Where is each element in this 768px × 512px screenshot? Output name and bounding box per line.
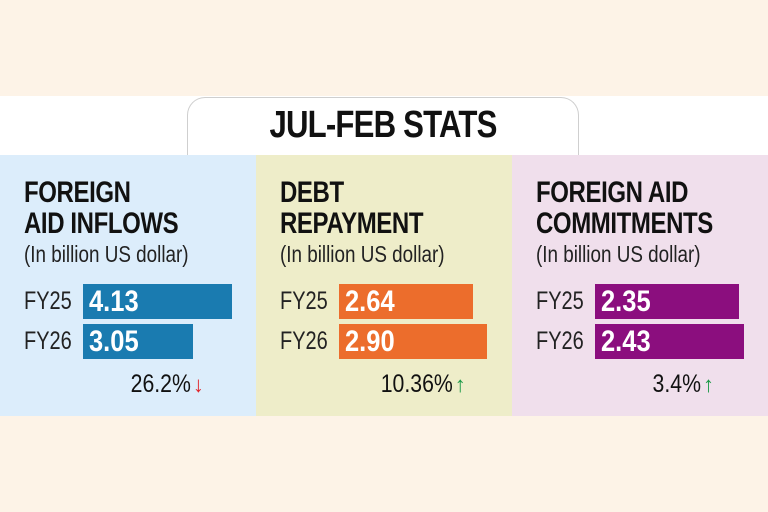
row-label: FY25: [536, 287, 584, 315]
change-value: 26.2%: [130, 370, 191, 398]
bar-value: 2.43: [601, 325, 651, 358]
heading-line2: REPAYMENT: [280, 207, 424, 240]
row-label: FY26: [280, 327, 328, 355]
row-label: FY26: [536, 327, 584, 355]
bar-value: 2.35: [601, 285, 651, 318]
bar: 3.05: [83, 324, 193, 359]
unit-label: (In billion US dollar): [536, 241, 701, 267]
arrow-down-icon: ↓: [192, 372, 204, 397]
bar: 2.90: [339, 324, 487, 359]
panel-heading: FOREIGN AID COMMITMENTS: [536, 177, 713, 239]
arrow-up-icon: ↑: [702, 372, 714, 397]
heading-line1: FOREIGN: [24, 176, 131, 209]
panel-heading: FOREIGN AID INFLOWS: [24, 176, 179, 240]
top-background: [0, 0, 768, 96]
bar: 2.35: [595, 284, 739, 319]
bar-value: 2.90: [345, 325, 395, 358]
change-indicator: 3.4%↑: [644, 370, 714, 399]
unit-label: (In billion US dollar): [280, 241, 445, 267]
panel-foreign-aid-inflows: FOREIGN AID INFLOWS (In billion US dolla…: [0, 155, 256, 416]
panel-heading: DEBT REPAYMENT: [280, 177, 423, 239]
heading-line2: COMMITMENTS: [536, 207, 713, 240]
bar-value: 4.13: [89, 285, 139, 318]
page-title: JUL-FEB STATS: [269, 104, 497, 146]
bar: 2.64: [339, 284, 473, 319]
bar: 4.13: [83, 284, 232, 319]
arrow-up-icon: ↑: [454, 372, 466, 397]
bottom-background: [0, 416, 768, 512]
unit-label: (In billion US dollar): [24, 241, 189, 267]
heading-line1: FOREIGN AID: [536, 176, 689, 209]
panel-debt-repayment: DEBT REPAYMENT (In billion US dollar) FY…: [256, 155, 512, 416]
panel-foreign-aid-commitments: FOREIGN AID COMMITMENTS (In billion US d…: [512, 155, 768, 416]
bar-value: 2.64: [345, 285, 395, 318]
change-value: 10.36%: [380, 370, 453, 398]
change-indicator: 10.36%↑: [368, 370, 466, 399]
heading-line1: DEBT: [280, 176, 344, 209]
row-label: FY25: [280, 287, 328, 315]
row-label: FY25: [24, 287, 72, 315]
heading-line2: AID INFLOWS: [24, 207, 179, 240]
change-value: 3.4%: [652, 370, 701, 398]
row-label: FY26: [24, 327, 72, 355]
bar-value: 3.05: [89, 325, 139, 358]
change-indicator: 26.2%↓: [120, 370, 204, 399]
bar: 2.43: [595, 324, 744, 359]
